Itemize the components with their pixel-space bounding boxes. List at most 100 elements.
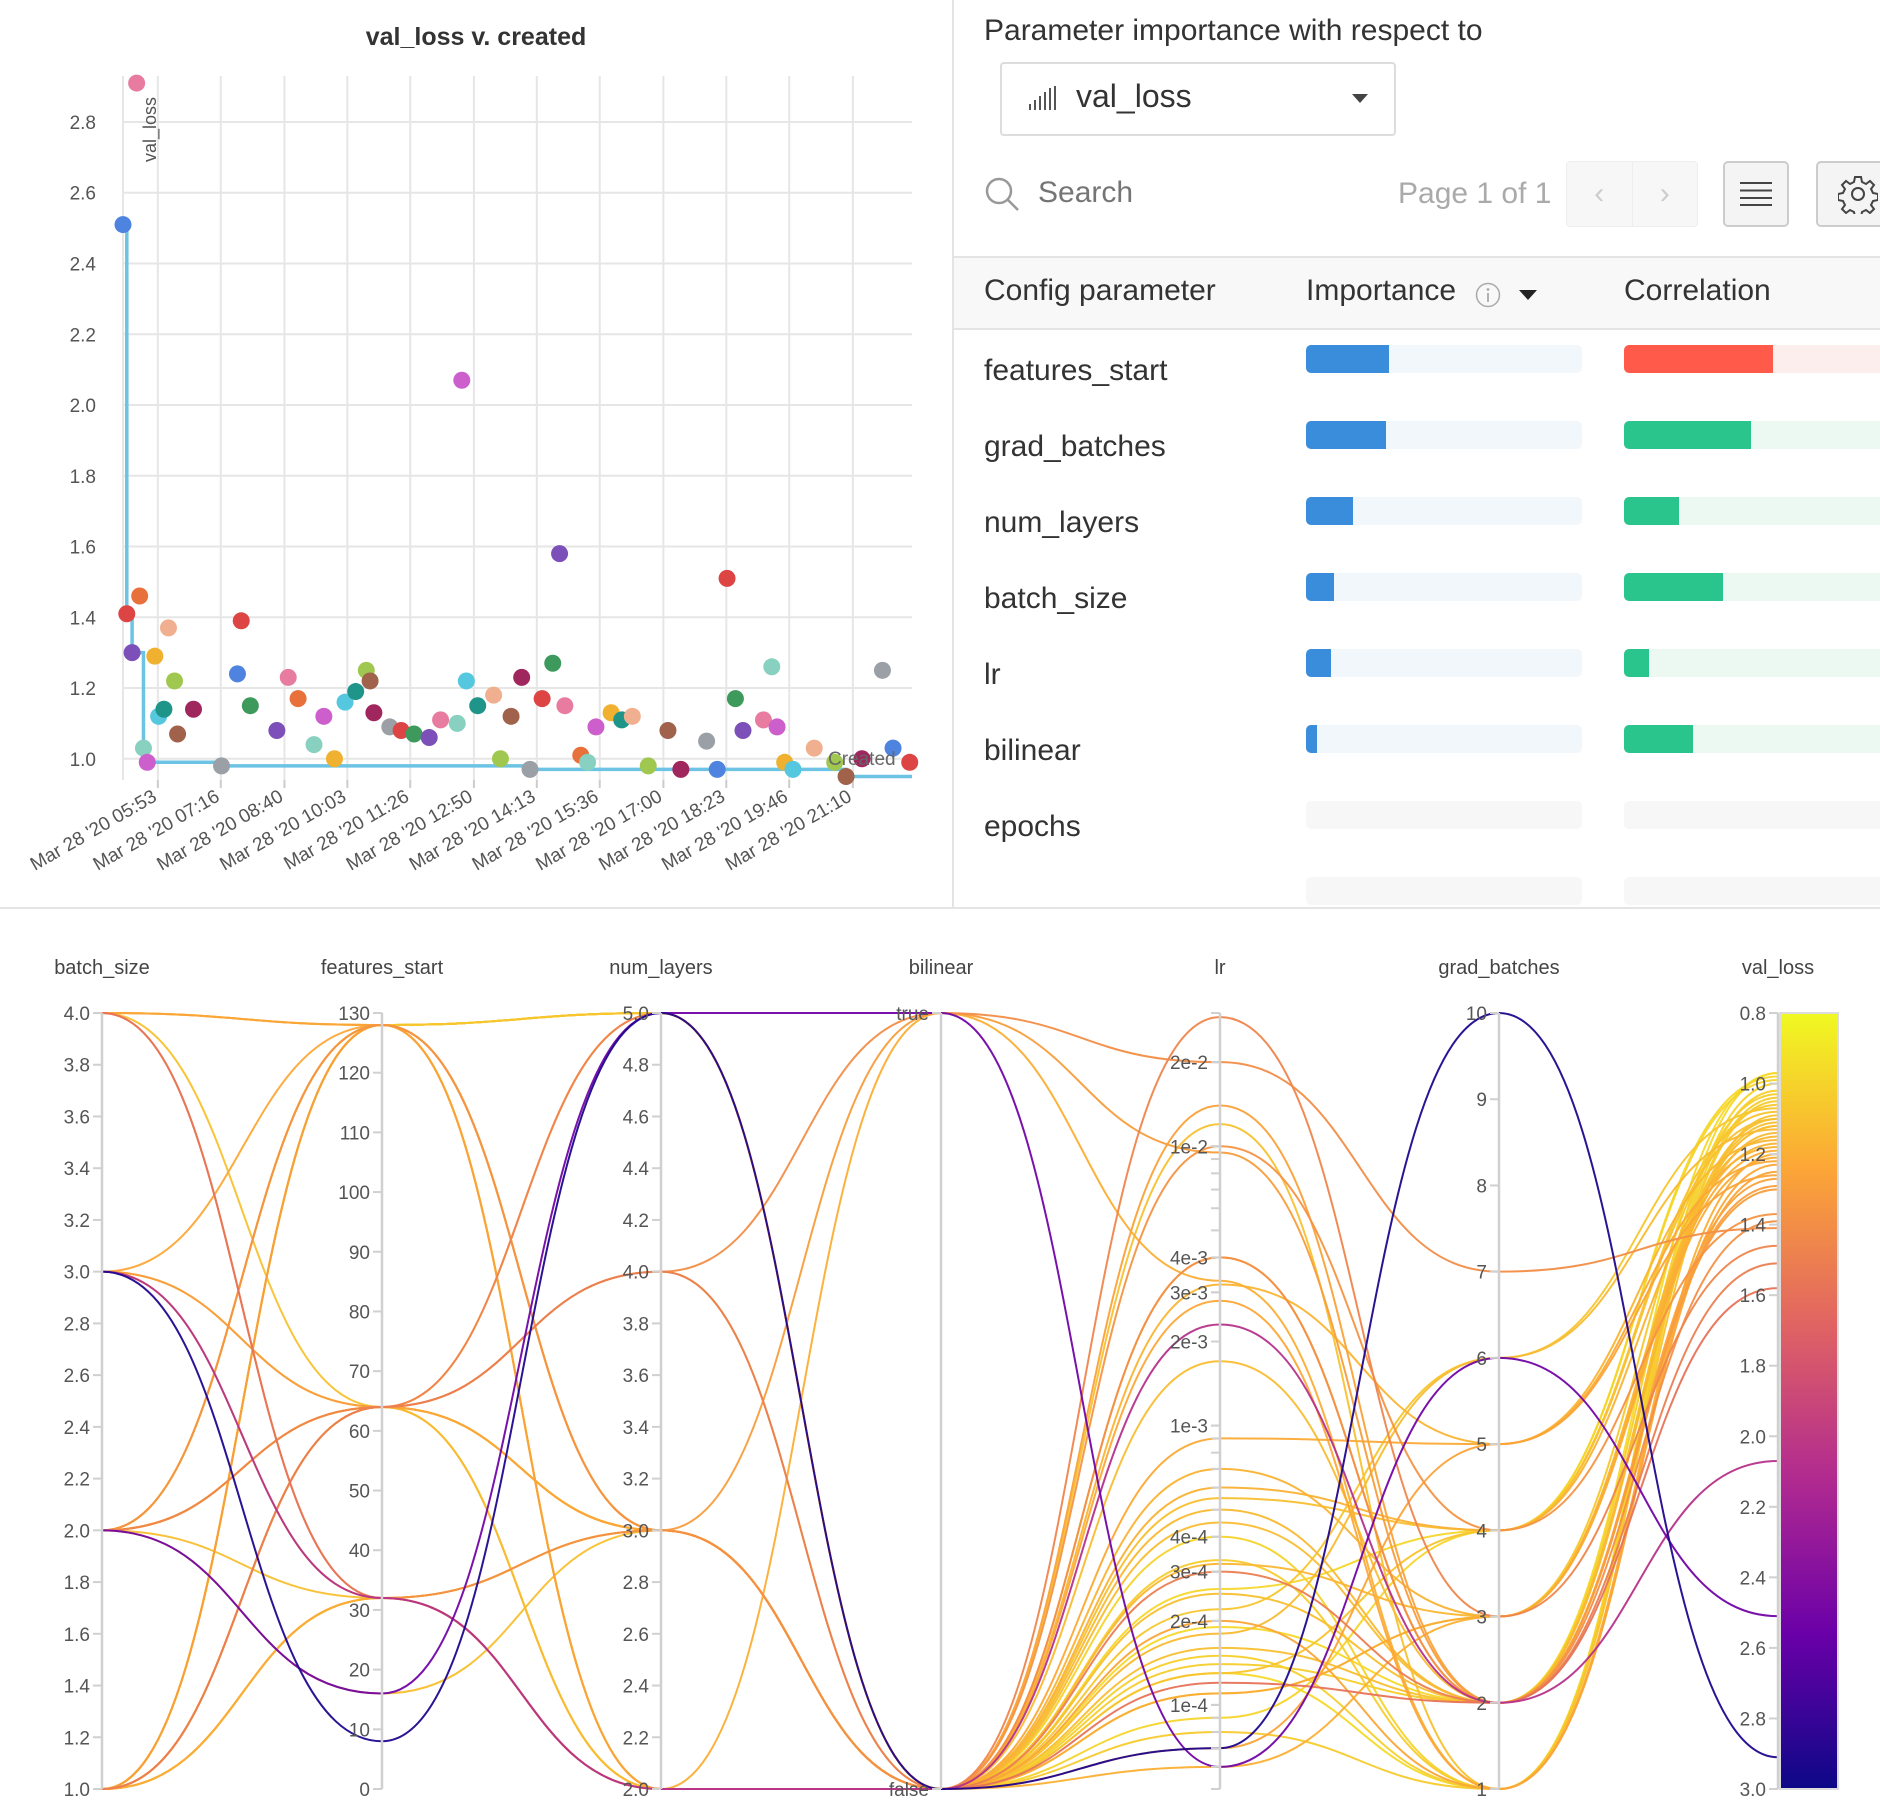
column-header-correlation[interactable]: Correlation bbox=[1624, 274, 1771, 307]
run-point[interactable] bbox=[513, 668, 531, 686]
run-point[interactable] bbox=[826, 753, 844, 771]
run-point[interactable] bbox=[289, 690, 307, 708]
run-point[interactable] bbox=[279, 668, 297, 686]
run-point[interactable] bbox=[491, 750, 509, 768]
run-point[interactable] bbox=[268, 721, 286, 739]
run-point[interactable] bbox=[672, 760, 690, 778]
axis-tick-label: 2.0 bbox=[64, 1521, 90, 1542]
run-point[interactable] bbox=[432, 711, 450, 729]
next-page-button[interactable]: › bbox=[1633, 162, 1698, 226]
run-point[interactable] bbox=[884, 739, 902, 757]
run-point[interactable] bbox=[134, 739, 152, 757]
column-header-importance[interactable]: Importance bbox=[1306, 274, 1457, 307]
run-point[interactable] bbox=[734, 721, 752, 739]
prev-page-button[interactable]: ‹ bbox=[1567, 162, 1633, 226]
axis-title[interactable]: batch_size bbox=[54, 957, 150, 979]
metric-select[interactable]: val_loss bbox=[1000, 62, 1396, 136]
run-point[interactable] bbox=[544, 654, 562, 672]
run-point[interactable] bbox=[128, 74, 146, 92]
run-point[interactable] bbox=[453, 371, 471, 389]
run-point[interactable] bbox=[213, 757, 231, 775]
axis-tick-label: 4e-3 bbox=[1170, 1248, 1208, 1269]
table-row bbox=[954, 866, 1880, 907]
run-point[interactable] bbox=[138, 753, 156, 771]
run-point[interactable] bbox=[784, 760, 802, 778]
run-point[interactable] bbox=[873, 661, 891, 679]
run-point[interactable] bbox=[901, 753, 919, 771]
axis-title[interactable]: num_layers bbox=[609, 957, 712, 979]
run-point[interactable] bbox=[659, 721, 677, 739]
run-point[interactable] bbox=[853, 750, 871, 768]
run-point[interactable] bbox=[114, 216, 132, 234]
run-point[interactable] bbox=[805, 739, 823, 757]
run-line[interactable] bbox=[101, 1011, 1779, 1791]
run-point[interactable] bbox=[146, 647, 164, 665]
axis-title[interactable]: features_start bbox=[321, 957, 444, 979]
run-point[interactable] bbox=[232, 612, 250, 630]
run-point[interactable] bbox=[469, 697, 487, 715]
run-point[interactable] bbox=[457, 672, 475, 690]
run-point[interactable] bbox=[118, 605, 136, 623]
parallel-coordinates-chart[interactable]: batch_size 1.0 1.2 1.4 1.6 1.8 2.0 2.2 2.4 2.6 2.8… bbox=[0, 909, 1880, 1810]
run-point[interactable] bbox=[155, 700, 173, 718]
axis-title[interactable]: bilinear bbox=[909, 957, 974, 979]
run-point[interactable] bbox=[448, 714, 466, 732]
run-point[interactable] bbox=[420, 729, 438, 747]
axis-title[interactable]: grad_batches bbox=[1438, 957, 1559, 979]
search-input[interactable] bbox=[1038, 176, 1338, 210]
run-point[interactable] bbox=[698, 732, 716, 750]
run-point[interactable] bbox=[131, 587, 149, 605]
columns-menu-button[interactable] bbox=[1723, 161, 1789, 227]
bar-chart-icon bbox=[1029, 86, 1056, 110]
run-point[interactable] bbox=[502, 707, 520, 725]
run-point[interactable] bbox=[708, 760, 726, 778]
run-point[interactable] bbox=[405, 725, 423, 743]
axis-tick-label: 2.4 bbox=[1740, 1568, 1767, 1589]
run-point[interactable] bbox=[159, 619, 177, 637]
axis-title[interactable]: lr bbox=[1214, 957, 1225, 979]
run-point[interactable] bbox=[639, 757, 657, 775]
y-tick-label: 2.8 bbox=[70, 113, 96, 134]
run-point[interactable] bbox=[228, 665, 246, 683]
run-point[interactable] bbox=[623, 707, 641, 725]
run-point[interactable] bbox=[123, 644, 141, 662]
info-icon[interactable] bbox=[1475, 282, 1501, 308]
chevron-right-icon: › bbox=[1659, 177, 1670, 210]
axis-tick-label: 3.2 bbox=[623, 1470, 649, 1491]
run-point[interactable] bbox=[754, 711, 772, 729]
run-point[interactable] bbox=[392, 721, 410, 739]
run-point[interactable] bbox=[315, 707, 333, 725]
run-point[interactable] bbox=[325, 750, 343, 768]
run-point[interactable] bbox=[361, 672, 379, 690]
run-line[interactable] bbox=[101, 1011, 1779, 1791]
run-point[interactable] bbox=[837, 767, 855, 785]
run-point[interactable] bbox=[169, 725, 187, 743]
val-loss-scatter-chart[interactable]: val_loss v. created 1.0 1.2 1.4 1.6 1.8 2.0 2.… bbox=[0, 0, 952, 907]
importance-bar bbox=[1306, 801, 1582, 829]
run-point[interactable] bbox=[336, 693, 354, 711]
column-header-parameter[interactable]: Config parameter bbox=[984, 274, 1216, 307]
run-point[interactable] bbox=[718, 569, 736, 587]
run-point[interactable] bbox=[521, 760, 539, 778]
run-point[interactable] bbox=[166, 672, 184, 690]
axis-title[interactable]: val_loss bbox=[1742, 957, 1814, 979]
run-point[interactable] bbox=[533, 690, 551, 708]
run-point[interactable] bbox=[768, 718, 786, 736]
run-point[interactable] bbox=[763, 658, 781, 676]
run-point[interactable] bbox=[726, 690, 744, 708]
run-point[interactable] bbox=[365, 704, 383, 722]
run-point[interactable] bbox=[587, 718, 605, 736]
run-line[interactable] bbox=[101, 1012, 1779, 1768]
sort-descending-icon[interactable] bbox=[1519, 290, 1537, 300]
settings-button[interactable] bbox=[1816, 161, 1880, 227]
run-point[interactable] bbox=[305, 736, 323, 754]
run-point[interactable] bbox=[241, 697, 259, 715]
run-line[interactable] bbox=[101, 1170, 1779, 1791]
run-point[interactable] bbox=[184, 700, 202, 718]
axis-tick-label: 2.4 bbox=[64, 1418, 91, 1439]
run-point[interactable] bbox=[347, 683, 365, 701]
run-point[interactable] bbox=[551, 545, 569, 563]
run-point[interactable] bbox=[579, 753, 597, 771]
run-point[interactable] bbox=[556, 697, 574, 715]
run-point[interactable] bbox=[485, 686, 503, 704]
